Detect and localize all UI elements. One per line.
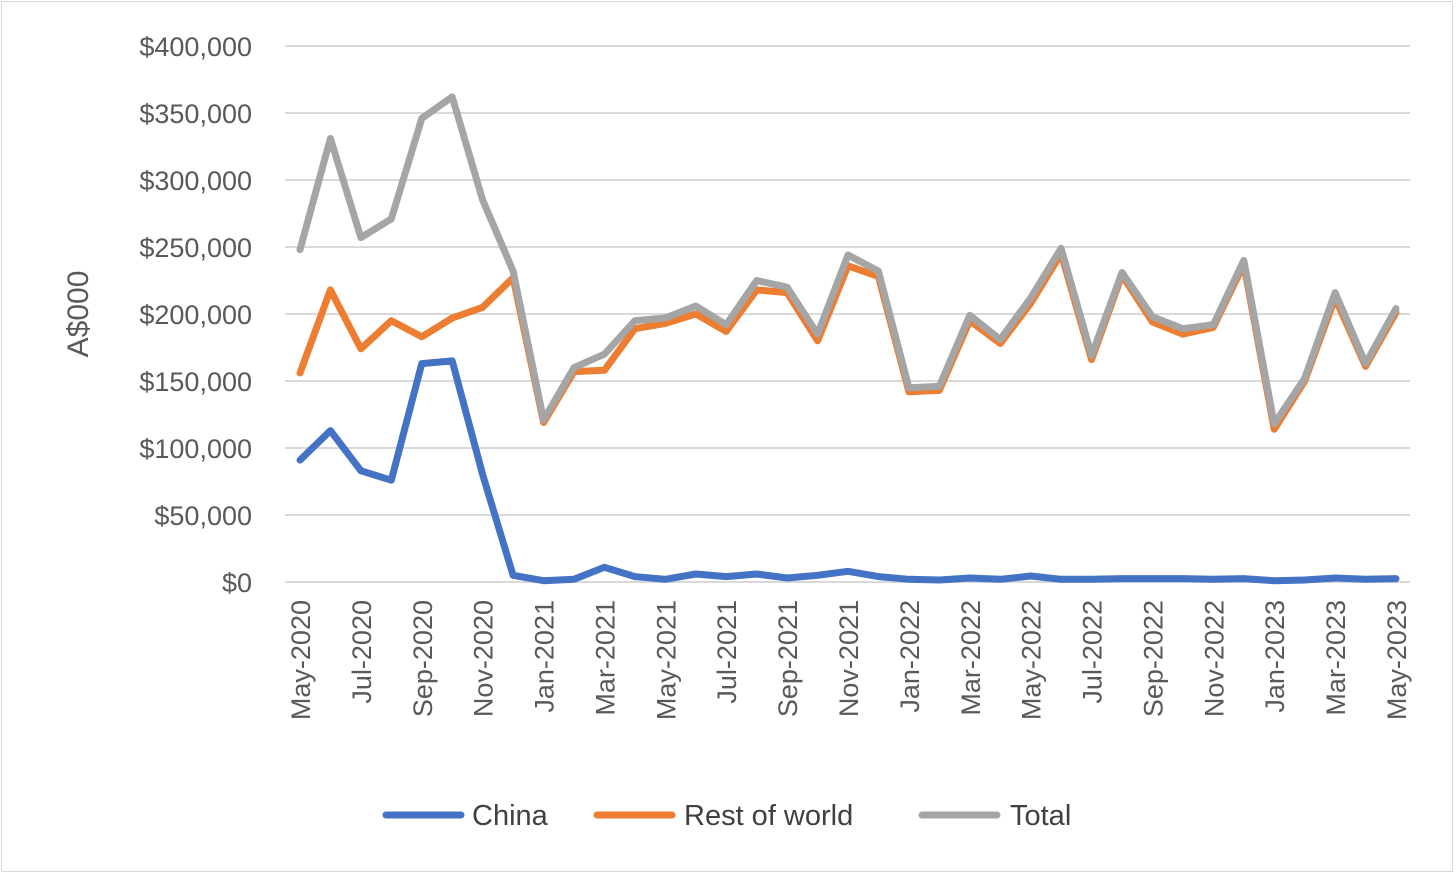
legend-label: Total <box>1010 800 1071 832</box>
x-tick-label: Nov-2020 <box>469 600 499 717</box>
x-tick-label: Nov-2022 <box>1199 600 1229 717</box>
x-tick-label: Jul-2020 <box>347 600 377 704</box>
x-tick-label: Nov-2021 <box>834 600 864 717</box>
x-tick-label: May-2021 <box>651 600 681 720</box>
x-axis-ticks: May-2020 Jul-2020 Sep-2020 Nov-2020 Jan-2021… <box>286 600 1412 720</box>
x-tick-label: Jan-2021 <box>530 600 560 713</box>
y-tick-label: $200,000 <box>139 300 252 330</box>
legend-label: China <box>472 800 549 832</box>
y-tick-label: $350,000 <box>139 99 252 129</box>
x-tick-label: Jan-2022 <box>895 600 925 713</box>
legend: China Rest of world Total <box>382 800 1071 832</box>
x-tick-label: May-2023 <box>1382 600 1412 720</box>
x-tick-label: Mar-2022 <box>956 600 986 716</box>
x-tick-label: May-2020 <box>286 600 316 720</box>
x-tick-label: Sep-2022 <box>1138 600 1168 717</box>
y-tick-label: $50,000 <box>154 501 252 531</box>
x-tick-label: Mar-2023 <box>1321 600 1351 716</box>
x-tick-label: Jan-2023 <box>1260 600 1290 713</box>
x-tick-label: Sep-2020 <box>408 600 438 717</box>
series-line-china <box>296 357 1400 585</box>
y-tick-label: $0 <box>222 568 252 598</box>
x-tick-label: May-2022 <box>1017 600 1047 720</box>
y-tick-label: $150,000 <box>139 367 252 397</box>
x-tick-label: Jul-2021 <box>712 600 742 704</box>
y-tick-label: $100,000 <box>139 434 252 464</box>
x-tick-label: Sep-2021 <box>773 600 803 717</box>
series-lines <box>296 93 1400 585</box>
legend-label: Rest of world <box>684 800 853 832</box>
y-axis-ticks: $0 $50,000 $100,000 $150,000 $200,000 $250,00… <box>139 32 252 598</box>
y-tick-label: $400,000 <box>139 32 252 62</box>
series-line-total <box>296 93 1400 428</box>
y-tick-label: $250,000 <box>139 233 252 263</box>
x-tick-label: Jul-2022 <box>1078 600 1108 704</box>
x-tick-label: Mar-2021 <box>590 600 620 716</box>
y-tick-label: $300,000 <box>139 166 252 196</box>
y-axis-label: A$000 <box>62 271 95 358</box>
